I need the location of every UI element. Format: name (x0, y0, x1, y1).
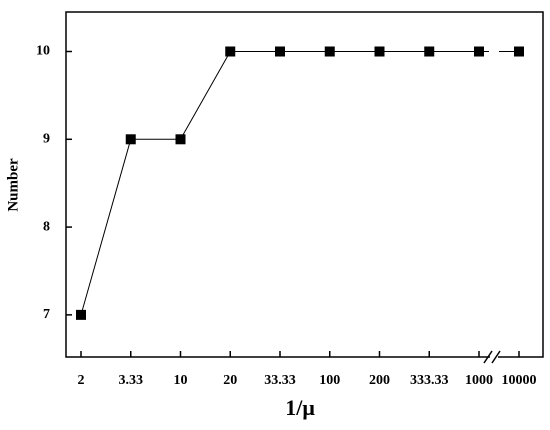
marker (275, 46, 285, 57)
marker (225, 46, 236, 57)
marker (324, 46, 335, 57)
marker (175, 134, 186, 145)
marker (374, 46, 385, 57)
y-tick-label: 8 (43, 219, 50, 234)
plot-frame (65, 11, 544, 358)
axis-break-mark (483, 350, 493, 364)
x-tick-label: 200 (369, 373, 390, 388)
x-tick-label: 1000 (465, 373, 493, 388)
marker (474, 46, 484, 57)
x-tick-label: 3.33 (119, 373, 144, 388)
y-tick-label: 10 (36, 44, 50, 59)
x-tick-label: 2 (78, 373, 85, 388)
x-tick-label: 333.33 (410, 373, 449, 388)
marker (514, 46, 524, 57)
axis-break-gap (490, 353, 498, 361)
axis-break-gap (489, 48, 499, 55)
x-axis-label: 1/μ (285, 395, 315, 420)
x-tick-label: 20 (223, 373, 237, 388)
y-axis-label: Number (5, 158, 21, 212)
x-tick-label: 100 (319, 373, 340, 388)
marker (125, 134, 136, 145)
y-tick-label: 7 (43, 307, 50, 322)
x-tick-label: 33.33 (264, 373, 296, 388)
y-tick-label: 9 (43, 132, 50, 147)
x-tick-label: 10 (174, 373, 188, 388)
data-line (80, 51, 519, 315)
marker (424, 46, 435, 57)
axis-break-mark (491, 350, 501, 364)
marker (76, 309, 86, 320)
x-tick-label: 10000 (502, 373, 537, 388)
